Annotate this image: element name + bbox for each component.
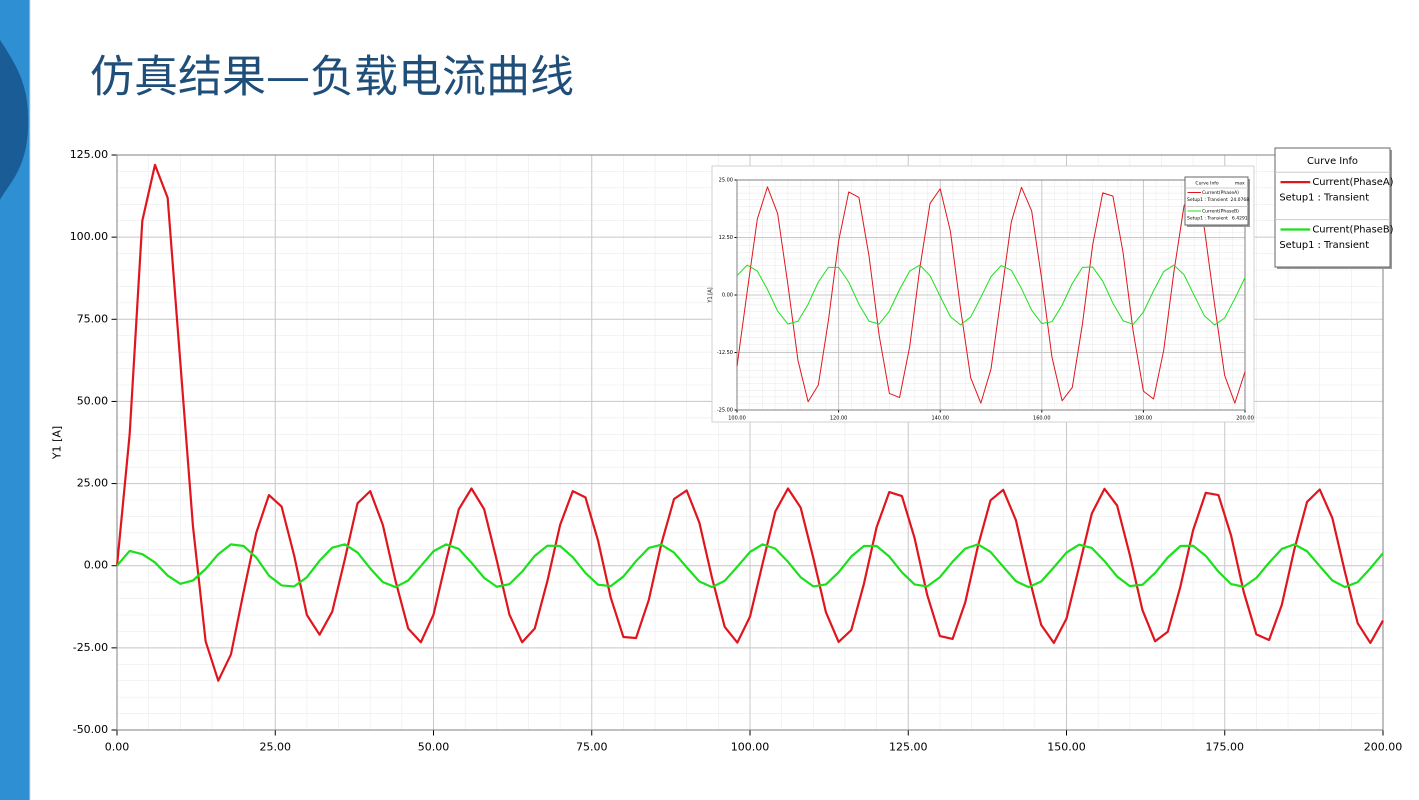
y-tick-label: 0.00 bbox=[84, 559, 109, 572]
series-line bbox=[116, 543, 1384, 589]
series-line bbox=[736, 186, 1246, 404]
legend-box bbox=[1274, 147, 1391, 268]
x-tick-label: 75.00 bbox=[576, 741, 608, 754]
x-tick-label: 120.00 bbox=[830, 416, 848, 422]
legend-setup: Setup1 : Transient bbox=[1187, 216, 1228, 222]
y-tick-label: 0.00 bbox=[722, 293, 733, 299]
y-tick-label: -25.00 bbox=[73, 641, 108, 654]
y-tick-label: 25.00 bbox=[719, 178, 733, 184]
x-tick-label: 0.00 bbox=[105, 741, 130, 754]
legend-setup: Setup1 : Transient bbox=[1279, 193, 1369, 204]
y-tick-label: 12.50 bbox=[719, 235, 733, 241]
legend-name: Current(PhaseA) bbox=[1312, 177, 1393, 188]
legend-name: Current(PhaseA) bbox=[1202, 190, 1239, 196]
y-tick-label: 25.00 bbox=[77, 477, 109, 490]
x-tick-label: 200.00 bbox=[1364, 741, 1403, 754]
y-tick-label: 75.00 bbox=[77, 312, 109, 325]
y-tick-label: -25.00 bbox=[717, 408, 733, 414]
slide-title: 仿真结果—负载电流曲线 bbox=[90, 52, 574, 103]
y-tick-label: 100.00 bbox=[70, 230, 109, 243]
legend-max: 6.4291 bbox=[1232, 216, 1248, 222]
x-tick-label: 100.00 bbox=[728, 416, 746, 422]
y-axis-label: Y1 [A] bbox=[708, 287, 714, 303]
y-tick-label: 50.00 bbox=[77, 394, 109, 407]
y-tick-label: -50.00 bbox=[73, 723, 108, 736]
legend-name: Current(PhaseB) bbox=[1202, 209, 1239, 215]
x-tick-label: 200.00 bbox=[1236, 416, 1254, 422]
series-line bbox=[736, 264, 1246, 326]
y-tick-label: 125.00 bbox=[70, 148, 109, 161]
plot-frame bbox=[116, 154, 1384, 731]
legend-value-title: max bbox=[1235, 182, 1245, 187]
x-tick-label: 160.00 bbox=[1033, 416, 1051, 422]
legend-title: Curve Info bbox=[1307, 156, 1358, 167]
x-tick-label: 150.00 bbox=[1047, 741, 1086, 754]
x-tick-label: 125.00 bbox=[889, 741, 928, 754]
legend-max: 24.0768 bbox=[1231, 197, 1250, 203]
x-tick-label: 50.00 bbox=[418, 741, 450, 754]
y-tick-label: -12.50 bbox=[717, 350, 733, 356]
legend-setup: Setup1 : Transient bbox=[1187, 197, 1228, 203]
x-tick-label: 25.00 bbox=[260, 741, 292, 754]
x-tick-label: 180.00 bbox=[1135, 416, 1153, 422]
x-tick-label: 140.00 bbox=[931, 416, 949, 422]
plot-frame bbox=[736, 179, 1246, 411]
series-line bbox=[115, 163, 1384, 682]
legend-name: Current(PhaseB) bbox=[1312, 225, 1393, 236]
legend-title: Curve Info bbox=[1195, 181, 1218, 187]
x-tick-label: 100.00 bbox=[731, 741, 770, 754]
y-axis-label: Y1 [A] bbox=[51, 426, 64, 460]
x-tick-label: 175.00 bbox=[1206, 741, 1245, 754]
legend-setup: Setup1 : Transient bbox=[1279, 240, 1369, 251]
legend-box bbox=[1184, 176, 1249, 226]
side-wave bbox=[0, 40, 29, 200]
